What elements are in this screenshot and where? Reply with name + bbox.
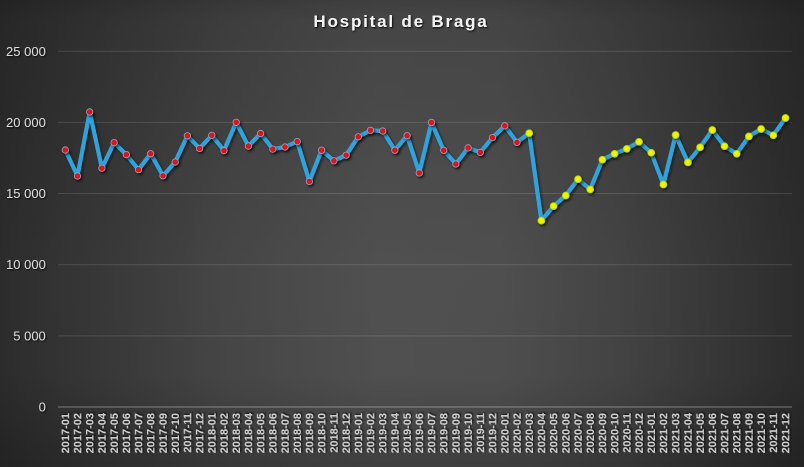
svg-text:2020-11: 2020-11 <box>622 413 634 453</box>
svg-text:2018-01: 2018-01 <box>207 413 219 453</box>
svg-text:2019-09: 2019-09 <box>451 413 463 453</box>
svg-text:2021-08: 2021-08 <box>732 413 744 453</box>
svg-text:2017-08: 2017-08 <box>146 413 158 453</box>
svg-text:2021-03: 2021-03 <box>670 413 682 453</box>
svg-text:2017-01: 2017-01 <box>60 413 72 453</box>
svg-text:2017-12: 2017-12 <box>194 413 206 453</box>
svg-text:2021-04: 2021-04 <box>683 412 695 453</box>
svg-text:2021-09: 2021-09 <box>744 413 756 453</box>
svg-text:10 000: 10 000 <box>6 257 46 272</box>
svg-text:2018-07: 2018-07 <box>280 413 292 453</box>
svg-text:5 000: 5 000 <box>13 328 46 343</box>
svg-text:2017-07: 2017-07 <box>133 413 145 453</box>
svg-text:2020-07: 2020-07 <box>573 413 585 453</box>
svg-text:2019-01: 2019-01 <box>353 413 365 453</box>
svg-text:2020-05: 2020-05 <box>548 413 560 453</box>
svg-text:2021-02: 2021-02 <box>658 413 670 453</box>
svg-text:2020-03: 2020-03 <box>524 413 536 453</box>
svg-text:2021-12: 2021-12 <box>780 413 792 453</box>
svg-text:2017-06: 2017-06 <box>121 413 133 453</box>
svg-text:2019-07: 2019-07 <box>426 413 438 453</box>
svg-text:2019-02: 2019-02 <box>365 413 377 453</box>
svg-text:2019-06: 2019-06 <box>414 413 426 453</box>
svg-text:2020-06: 2020-06 <box>561 413 573 453</box>
svg-text:2021-10: 2021-10 <box>756 413 768 453</box>
svg-text:2018-02: 2018-02 <box>219 413 231 453</box>
svg-text:2019-10: 2019-10 <box>463 413 475 453</box>
svg-text:2021-06: 2021-06 <box>707 413 719 453</box>
svg-text:2017-04: 2017-04 <box>97 412 109 453</box>
svg-text:2017-05: 2017-05 <box>109 413 121 453</box>
svg-text:2019-08: 2019-08 <box>439 413 451 453</box>
svg-text:2020-02: 2020-02 <box>512 413 524 453</box>
svg-text:25 000: 25 000 <box>6 44 46 59</box>
svg-text:2017-11: 2017-11 <box>182 413 194 453</box>
svg-text:2018-06: 2018-06 <box>268 413 280 453</box>
svg-text:2017-09: 2017-09 <box>158 413 170 453</box>
svg-text:2021-11: 2021-11 <box>768 413 780 453</box>
svg-text:2020-01: 2020-01 <box>500 413 512 453</box>
svg-text:2018-10: 2018-10 <box>316 413 328 453</box>
svg-text:2020-12: 2020-12 <box>634 413 646 453</box>
svg-text:15 000: 15 000 <box>6 186 46 201</box>
svg-text:2018-11: 2018-11 <box>329 413 341 453</box>
svg-text:2018-09: 2018-09 <box>304 413 316 453</box>
svg-text:2021-05: 2021-05 <box>695 413 707 453</box>
svg-text:2017-10: 2017-10 <box>170 413 182 453</box>
svg-text:2018-03: 2018-03 <box>231 413 243 453</box>
svg-text:20 000: 20 000 <box>6 115 46 130</box>
svg-text:0: 0 <box>39 400 46 415</box>
svg-text:2017-03: 2017-03 <box>85 413 97 453</box>
svg-text:2019-11: 2019-11 <box>475 413 487 453</box>
svg-text:2018-04: 2018-04 <box>243 412 255 453</box>
svg-text:2018-05: 2018-05 <box>255 413 267 453</box>
svg-text:2019-12: 2019-12 <box>487 413 499 453</box>
svg-text:2019-04: 2019-04 <box>390 412 402 453</box>
svg-text:Hospital de Braga: Hospital de Braga <box>313 12 488 31</box>
svg-text:2021-01: 2021-01 <box>646 413 658 453</box>
svg-text:2020-08: 2020-08 <box>585 413 597 453</box>
svg-text:2019-05: 2019-05 <box>402 413 414 453</box>
svg-text:2020-09: 2020-09 <box>597 413 609 453</box>
svg-text:2020-10: 2020-10 <box>609 413 621 453</box>
svg-text:2019-03: 2019-03 <box>378 413 390 453</box>
svg-text:2018-12: 2018-12 <box>341 413 353 453</box>
svg-text:2017-02: 2017-02 <box>72 413 84 453</box>
svg-text:2020-04: 2020-04 <box>536 412 548 453</box>
svg-text:2021-07: 2021-07 <box>719 413 731 453</box>
svg-text:2018-08: 2018-08 <box>292 413 304 453</box>
